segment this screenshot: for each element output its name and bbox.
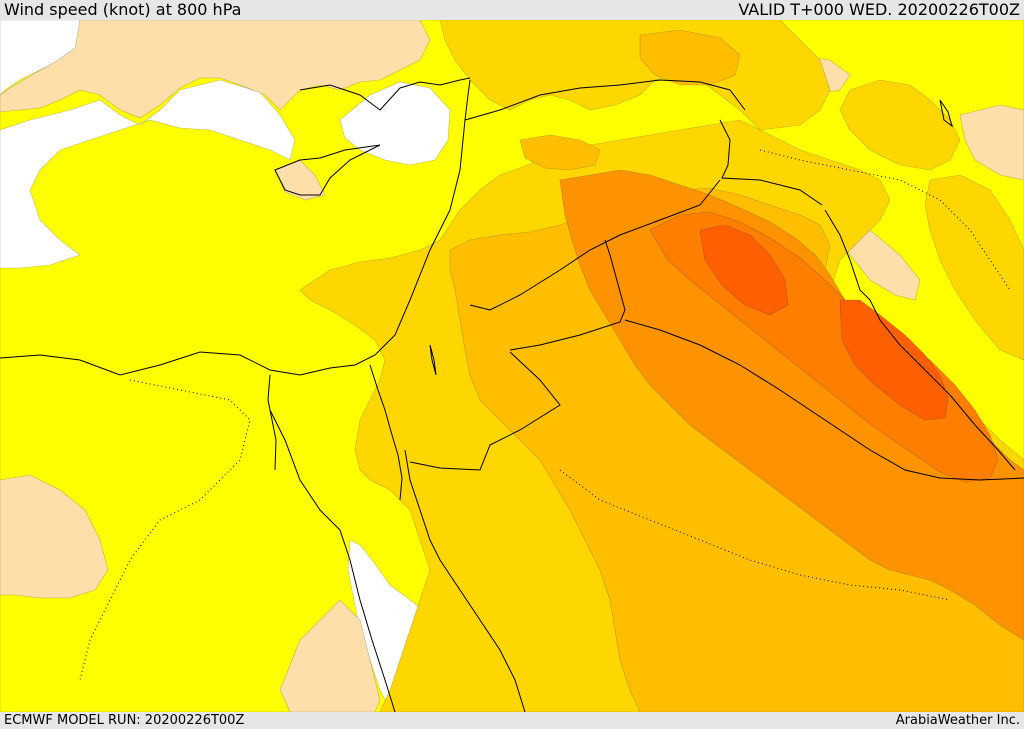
band-gold-north-east — [839, 79, 961, 171]
nile-river — [267, 374, 277, 471]
border-jordan-saudi — [509, 239, 626, 351]
band-peach-red-sea-west — [279, 599, 381, 712]
band-amber-lebanon — [519, 134, 601, 171]
header-bar: Wind speed (knot) at 800 hPa VALID T+000… — [0, 0, 1024, 20]
map-title: Wind speed (knot) at 800 hPa — [4, 0, 242, 19]
band-red-orange-core-north — [699, 224, 789, 316]
border-syria-iraq — [469, 179, 721, 311]
band-gold-iran-east — [924, 174, 1024, 361]
coastline-red-sea-west — [269, 409, 396, 712]
lake-urmia-coast — [939, 99, 953, 128]
band-gold-north — [439, 20, 831, 131]
band-amber-north-patch — [639, 29, 741, 86]
band-peach-top-west — [0, 20, 431, 119]
border-iran-iraq — [719, 119, 823, 206]
sea-white-med-north — [0, 79, 296, 269]
valid-time: VALID T+000 WED. 20200226T00Z — [738, 0, 1020, 19]
coastline-mediterranean-south — [0, 79, 471, 376]
footer-bar: ECMWF MODEL RUN: 20200226T00Z ArabiaWeat… — [0, 712, 1024, 729]
border-saudi-jordan-south — [409, 351, 561, 471]
coastline-persian-gulf — [824, 209, 1016, 471]
wind-speed-map — [0, 20, 1024, 712]
border-turkey-syria — [464, 79, 746, 121]
credit: ArabiaWeather Inc. — [895, 713, 1020, 728]
coastline-red-sea-east — [404, 449, 526, 712]
model-run: ECMWF MODEL RUN: 20200226T00Z — [4, 713, 245, 728]
coastline-turkey-south — [299, 77, 471, 111]
dotted-contour-saudi — [559, 469, 951, 601]
band-peach-east-edge — [959, 104, 1024, 181]
dotted-contour-iran — [759, 149, 1011, 291]
coastline-cyprus — [274, 144, 381, 196]
dead-sea-coast — [429, 344, 437, 376]
band-orange-iraq — [559, 169, 1024, 641]
coastline-gulf-of-suez — [369, 364, 403, 501]
dotted-contour-egypt — [79, 379, 251, 681]
band-red-orange-core-south — [839, 299, 949, 421]
border-iraq-saudi — [624, 319, 1024, 481]
band-peach-egypt — [0, 474, 109, 599]
